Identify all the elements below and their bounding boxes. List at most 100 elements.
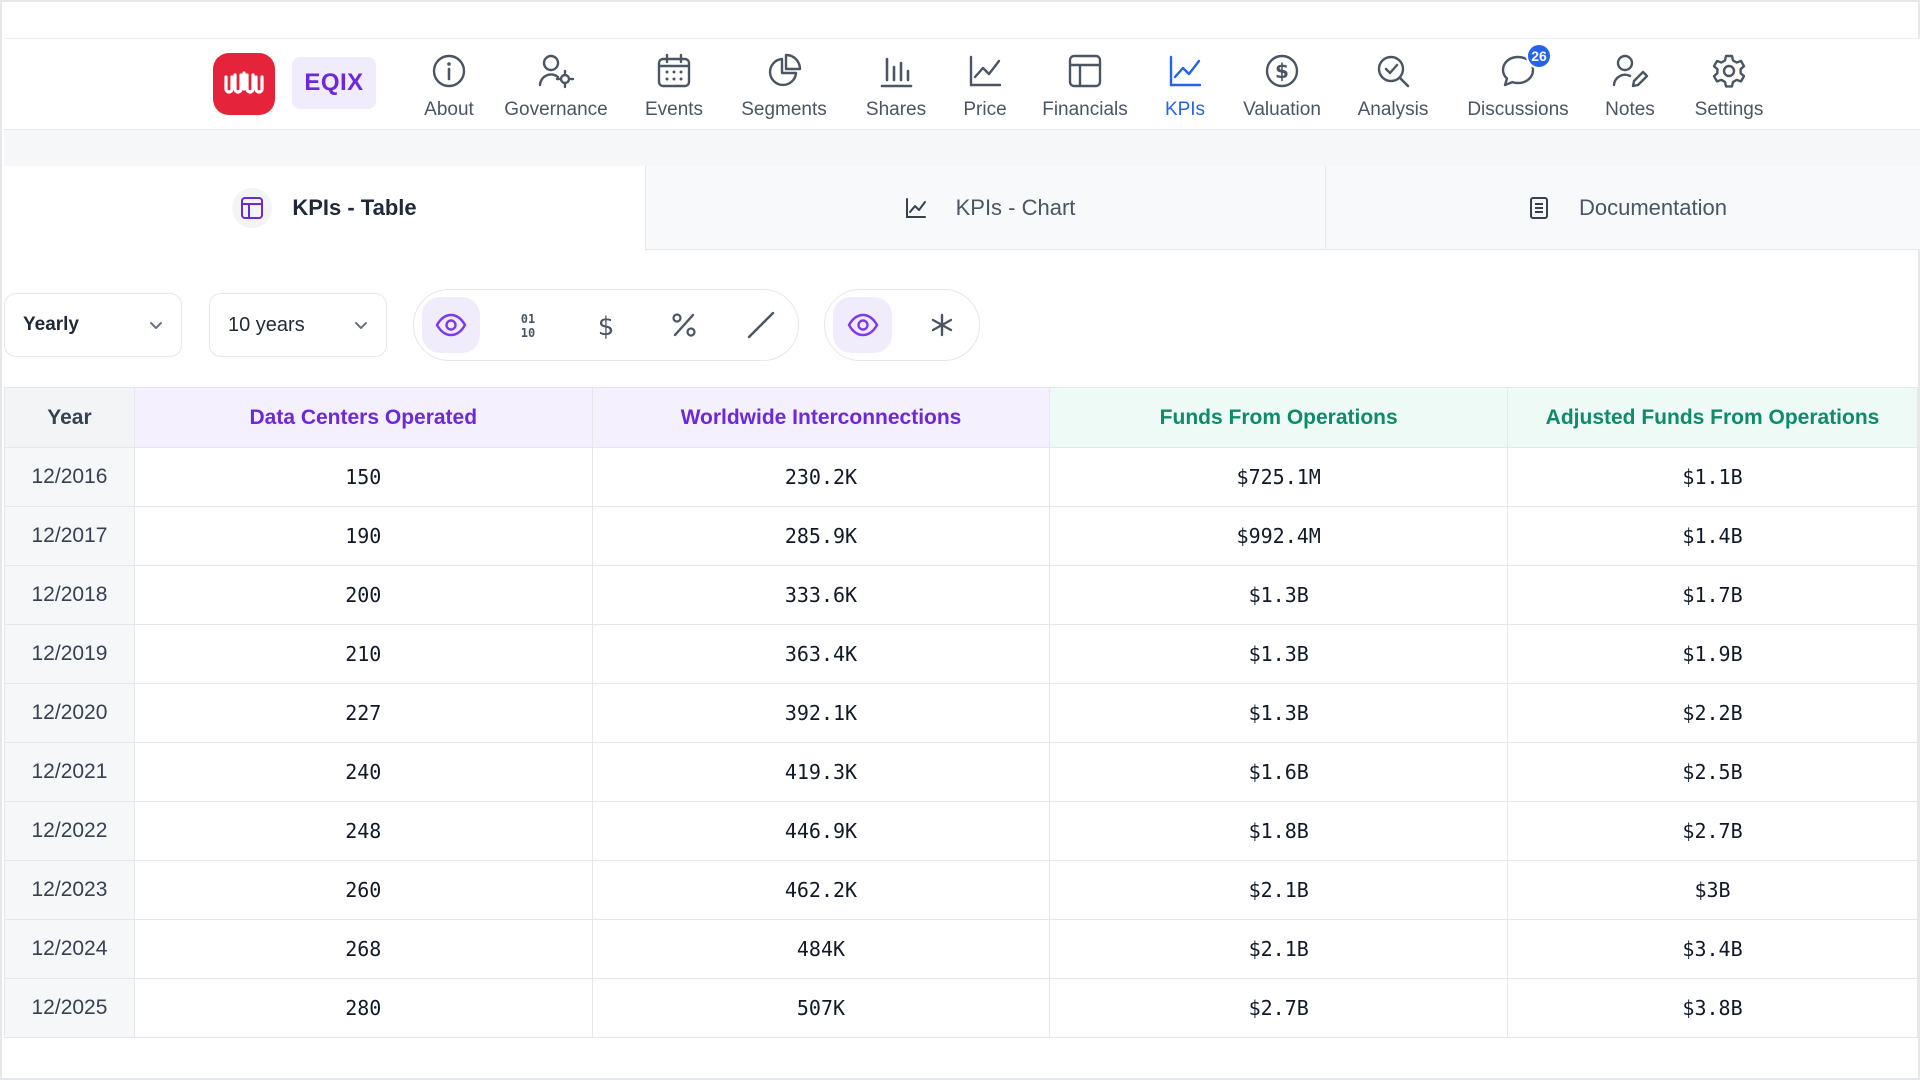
- discussions-count-badge: 26: [1526, 43, 1552, 69]
- nav-item-about[interactable]: About: [409, 49, 489, 123]
- nav-item-settings[interactable]: Settings: [1686, 49, 1772, 123]
- extra-toggle-group: [824, 289, 980, 361]
- column-header-ffo[interactable]: Funds From Operations: [1049, 387, 1509, 448]
- cell-value: 507K: [591, 978, 1051, 1038]
- nav-item-label: Price: [963, 99, 1007, 120]
- cell-value: $3.8B: [1507, 978, 1918, 1038]
- cell-value: $2.7B: [1049, 978, 1509, 1038]
- nav-item-shares[interactable]: Shares: [856, 49, 936, 123]
- cell-year: 12/2016: [4, 447, 135, 507]
- nav-item-segments[interactable]: Segments: [734, 49, 834, 123]
- cell-value: $1.3B: [1049, 624, 1509, 684]
- percent-format-button[interactable]: [655, 297, 713, 353]
- table-row: 12/2020 227 392.1K $1.3B $2.2B: [4, 683, 1918, 743]
- cell-year: 12/2020: [4, 683, 135, 743]
- svg-text:$: $: [1275, 59, 1289, 83]
- ticker-badge[interactable]: EQIX: [292, 57, 376, 109]
- cell-value: 210: [133, 624, 593, 684]
- table-header-row: Year Data Centers Operated Worldwide Int…: [4, 387, 1918, 448]
- column-header-affo[interactable]: Adjusted Funds From Operations: [1507, 387, 1918, 448]
- range-select-value: 10 years: [228, 313, 305, 336]
- chevron-down-icon: [150, 322, 162, 329]
- cell-value: $725.1M: [1049, 447, 1509, 507]
- cell-value: 260: [133, 860, 593, 920]
- pie-chart-icon: [764, 51, 804, 91]
- chat-bubble-icon: 26: [1498, 43, 1552, 91]
- table-row: 12/2016 150 230.2K $725.1M $1.1B: [4, 447, 1918, 507]
- cell-value: 227: [133, 683, 593, 743]
- cell-year: 12/2025: [4, 978, 135, 1038]
- kpi-table: Year Data Centers Operated Worldwide Int…: [4, 387, 1918, 1038]
- column-header-year[interactable]: Year: [4, 387, 135, 448]
- cell-value: $1.9B: [1507, 624, 1918, 684]
- percent-icon: [671, 313, 696, 337]
- nav-item-label: Valuation: [1243, 99, 1321, 120]
- nav-item-label: About: [424, 99, 474, 120]
- equinix-logo-icon: [224, 71, 264, 94]
- bar-chart-icon: [876, 51, 916, 91]
- cell-value: $1.8B: [1049, 801, 1509, 861]
- table-row: 12/2021 240 419.3K $1.6B $2.5B: [4, 742, 1918, 802]
- cell-value: 280: [133, 978, 593, 1038]
- nav-item-discussions[interactable]: 26 Discussions: [1459, 43, 1577, 123]
- cell-value: 446.9K: [591, 801, 1051, 861]
- estimates-button[interactable]: [912, 297, 971, 353]
- document-icon: [1519, 188, 1559, 228]
- calendar-icon: [654, 51, 694, 91]
- tab-documentation[interactable]: Documentation: [1326, 166, 1920, 250]
- dollar-circle-icon: $: [1262, 51, 1302, 91]
- nav-item-governance[interactable]: Governance: [498, 49, 614, 123]
- cell-value: 240: [133, 742, 593, 802]
- user-gear-icon: [536, 51, 576, 91]
- nav-item-price[interactable]: Price: [945, 49, 1025, 123]
- raw-numbers-button[interactable]: 01 10: [500, 297, 558, 353]
- table-row: 12/2018 200 333.6K $1.3B $1.7B: [4, 565, 1918, 625]
- period-select-value: Yearly: [23, 314, 79, 335]
- tab-label: KPIs - Table: [292, 195, 417, 220]
- cell-value: 268: [133, 919, 593, 979]
- nav-item-notes[interactable]: Notes: [1590, 49, 1670, 123]
- cell-year: 12/2022: [4, 801, 135, 861]
- show-estimates-button[interactable]: [833, 297, 892, 353]
- asterisk-icon: [931, 313, 952, 337]
- nav-item-kpis[interactable]: KPIs: [1145, 49, 1225, 123]
- nav-item-financials[interactable]: Financials: [1039, 49, 1131, 123]
- table-row: 12/2019 210 363.4K $1.3B $1.9B: [4, 624, 1918, 684]
- cell-value: 200: [133, 565, 593, 625]
- cell-year: 12/2021: [4, 742, 135, 802]
- nav-item-events[interactable]: Events: [634, 49, 714, 123]
- nav-item-analysis[interactable]: Analysis: [1345, 49, 1441, 123]
- cell-value: $2.1B: [1049, 860, 1509, 920]
- top-navigation: EQIX About Governance Events Segments: [4, 38, 1920, 130]
- period-select[interactable]: Yearly: [4, 293, 182, 357]
- cell-value: 285.9K: [591, 506, 1051, 566]
- cell-value: 150: [133, 447, 593, 507]
- cell-year: 12/2019: [4, 624, 135, 684]
- range-select[interactable]: 10 years: [209, 293, 387, 357]
- tab-kpis-table[interactable]: KPIs - Table: [4, 166, 646, 250]
- table-row: 12/2024 268 484K $2.1B $3.4B: [4, 919, 1918, 979]
- ratio-format-button[interactable]: [732, 297, 790, 353]
- column-header-data-centers[interactable]: Data Centers Operated: [133, 387, 593, 448]
- eye-icon: [847, 313, 878, 337]
- cell-value: $2.2B: [1507, 683, 1918, 743]
- cell-value: 484K: [591, 919, 1051, 979]
- svg-text:10: 10: [521, 326, 535, 340]
- column-header-interconnections[interactable]: Worldwide Interconnections: [591, 387, 1051, 448]
- tab-kpis-chart[interactable]: KPIs - Chart: [646, 166, 1326, 250]
- user-pen-icon: [1610, 51, 1650, 91]
- cell-value: $1.7B: [1507, 565, 1918, 625]
- nav-item-label: KPIs: [1164, 99, 1206, 120]
- nav-item-valuation[interactable]: $ Valuation: [1232, 49, 1332, 123]
- table-row: 12/2022 248 446.9K $1.8B $2.7B: [4, 801, 1918, 861]
- table-row: 12/2023 260 462.2K $2.1B $3B: [4, 860, 1918, 920]
- cell-value: $992.4M: [1049, 506, 1509, 566]
- currency-format-button[interactable]: $: [577, 297, 635, 353]
- show-values-button[interactable]: [422, 297, 480, 353]
- nav-item-label: Governance: [504, 99, 608, 120]
- dollar-icon: $: [598, 312, 615, 341]
- cell-value: $2.1B: [1049, 919, 1509, 979]
- cell-year: 12/2018: [4, 565, 135, 625]
- company-logo[interactable]: [213, 53, 275, 115]
